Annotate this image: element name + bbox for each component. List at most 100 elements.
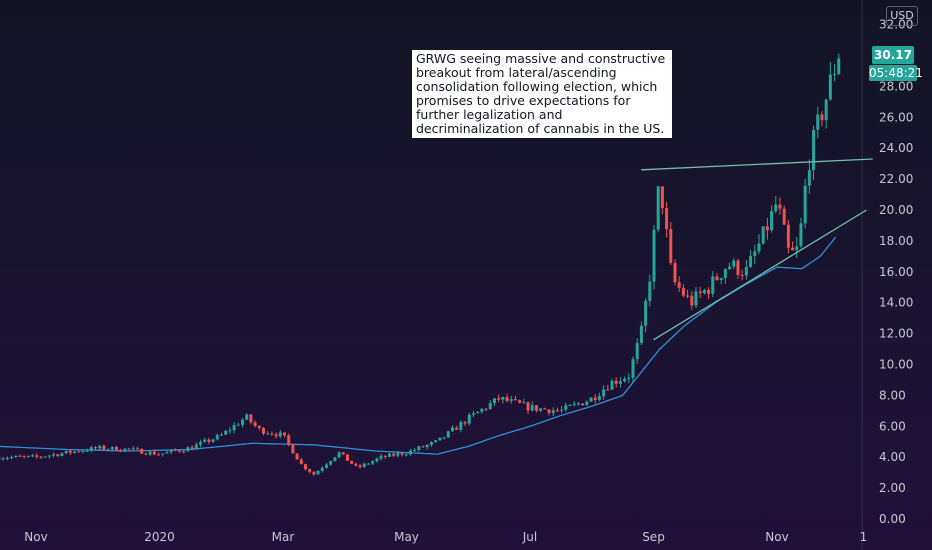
candle — [488, 399, 492, 410]
candle-body — [157, 454, 161, 456]
candle — [547, 409, 551, 416]
candle-body — [450, 427, 454, 432]
candle — [224, 429, 228, 436]
candle-body — [26, 455, 30, 457]
candle — [136, 446, 140, 450]
candle-body — [778, 204, 782, 209]
candle — [442, 437, 446, 440]
candle-body — [492, 398, 496, 404]
candle-body — [576, 403, 580, 405]
candle — [526, 401, 530, 415]
x-tick-label: Mar — [272, 530, 295, 544]
candle — [635, 338, 639, 364]
candle-body — [425, 444, 429, 448]
candle-body — [488, 403, 492, 409]
candle — [366, 462, 370, 465]
candle-body — [47, 455, 51, 457]
candle-body — [715, 276, 719, 280]
candle — [492, 397, 496, 407]
candle-body — [60, 453, 64, 456]
candle-body — [455, 427, 459, 430]
candle-body — [375, 458, 379, 462]
candle-body — [639, 325, 643, 344]
candle-body — [131, 448, 135, 450]
candle-body — [656, 186, 660, 230]
candle-body — [39, 456, 43, 458]
candle — [690, 291, 694, 310]
candle-body — [686, 295, 690, 297]
x-tick-label: Sep — [642, 530, 665, 544]
candle — [119, 448, 123, 452]
x-tick-label: Jul — [522, 530, 537, 544]
candle — [186, 446, 190, 452]
candle — [837, 53, 841, 76]
candle-body — [446, 431, 450, 438]
currency-label[interactable]: USD — [886, 6, 918, 26]
candle — [652, 225, 656, 290]
candle — [161, 453, 165, 457]
candle — [115, 445, 119, 452]
candle-body — [404, 454, 408, 456]
candle-body — [459, 422, 463, 430]
candle-body — [89, 447, 93, 451]
candle-body — [31, 455, 35, 457]
candle — [610, 378, 614, 390]
candle — [81, 449, 85, 454]
candle — [534, 404, 538, 413]
candle — [148, 450, 152, 457]
candle-body — [127, 448, 131, 450]
candle — [131, 446, 135, 452]
candle — [686, 289, 690, 299]
candle-body — [698, 291, 702, 294]
y-tick-label: 20.00 — [879, 203, 913, 217]
candle-body — [568, 404, 572, 406]
candle-body — [690, 295, 694, 306]
candle-body — [736, 260, 740, 276]
candle — [274, 432, 278, 439]
candle — [371, 460, 375, 466]
candle — [711, 271, 715, 298]
candle-body — [665, 207, 669, 230]
candle — [828, 61, 832, 101]
candle — [68, 449, 72, 455]
candle — [404, 452, 408, 457]
candle — [165, 449, 169, 454]
candle — [43, 456, 47, 458]
candle-body — [362, 463, 366, 467]
candle-body — [408, 450, 412, 455]
candle — [606, 384, 610, 391]
candle — [833, 64, 837, 82]
candle — [707, 287, 711, 299]
y-tick-label: 26.00 — [879, 110, 913, 124]
candle — [597, 392, 601, 402]
trendline-layer[interactable] — [641, 158, 873, 341]
candle — [463, 420, 467, 426]
candle — [669, 222, 673, 265]
candle — [219, 432, 223, 436]
candle-body — [371, 461, 375, 464]
candle-body — [215, 434, 219, 440]
y-tick-label: 12.00 — [879, 327, 913, 341]
candle-body — [257, 426, 261, 429]
chart-annotation[interactable]: GRWG seeing massive and constructive bre… — [412, 50, 672, 138]
candle — [387, 452, 391, 457]
time-axis[interactable]: Nov 2020 Mar May Jul Sep Nov 1 — [24, 530, 867, 544]
candle — [413, 447, 417, 452]
candle-body — [1, 458, 5, 460]
candle-body — [803, 185, 807, 224]
candle-body — [324, 464, 328, 468]
candle-body — [719, 278, 723, 280]
candle — [316, 470, 320, 475]
candle — [10, 455, 14, 460]
candle — [102, 444, 106, 451]
candle-body — [144, 453, 148, 455]
price-axis[interactable]: 32.0030.0028.0026.0024.0022.0020.0018.00… — [879, 18, 913, 526]
candle — [400, 452, 404, 457]
candle-body — [484, 408, 488, 410]
candle-body — [702, 290, 706, 294]
candle-body — [820, 114, 824, 121]
candle-body — [392, 453, 396, 456]
candle-body — [169, 449, 173, 452]
candle — [278, 429, 282, 439]
candle — [417, 445, 421, 452]
